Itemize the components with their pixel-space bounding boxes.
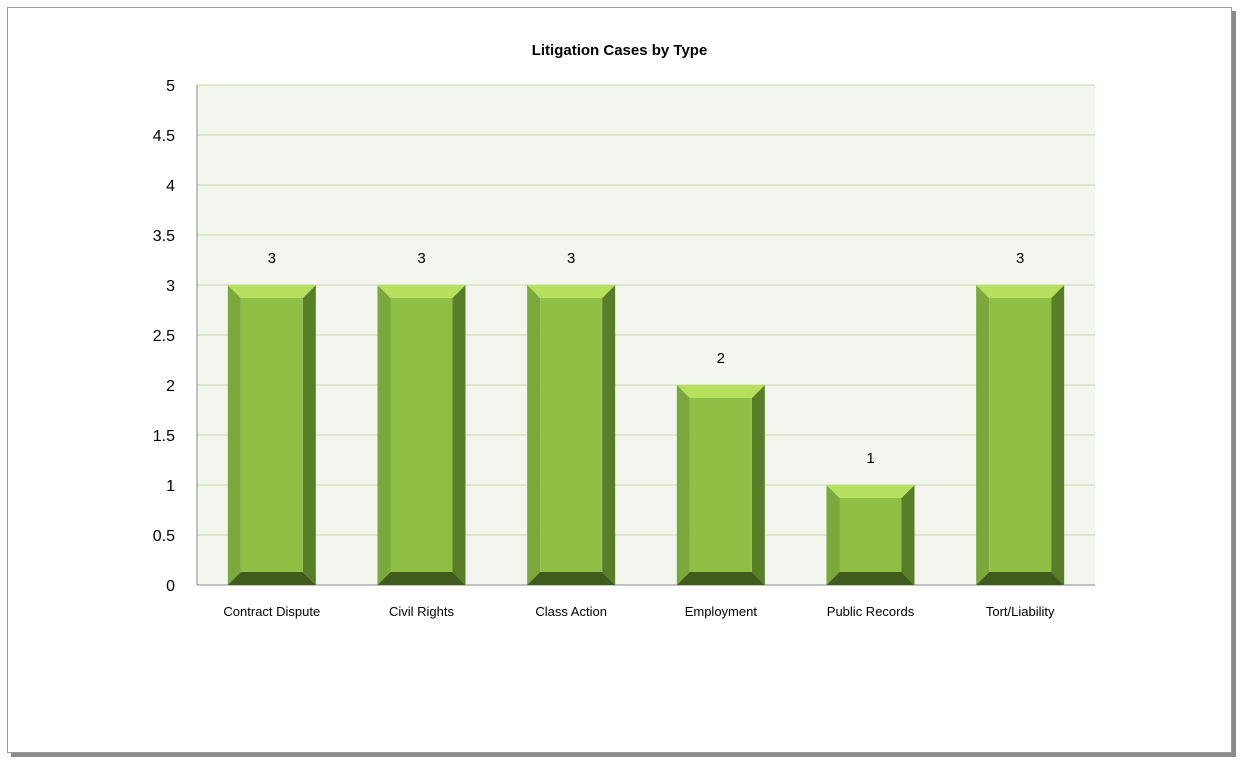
bar-bevel-bottom bbox=[826, 572, 915, 585]
bar-bevel-right bbox=[901, 485, 915, 585]
bar-bevel-bottom bbox=[976, 572, 1065, 585]
bar-bevel-bottom bbox=[676, 572, 765, 585]
chart-frame: Litigation Cases by Type 0 0.5 1 1.5 2 2.5 3 3.… bbox=[7, 7, 1232, 753]
bar bbox=[989, 298, 1052, 572]
data-label: 2 bbox=[717, 350, 725, 367]
bar-bevel-right bbox=[1051, 285, 1065, 585]
data-label: 3 bbox=[1016, 250, 1024, 267]
bar-bevel-right bbox=[602, 285, 616, 585]
y-tick-label: 3 bbox=[166, 278, 175, 295]
y-tick-label: 0.5 bbox=[153, 528, 175, 545]
bar-bevel-left bbox=[377, 285, 391, 585]
x-tick-label: Tort/Liability bbox=[986, 604, 1055, 619]
bar-bevel-top bbox=[976, 285, 1065, 298]
bar-bevel-right bbox=[452, 285, 466, 585]
bar-bevel-left bbox=[826, 485, 840, 585]
bar-bevel-bottom bbox=[377, 572, 466, 585]
bar-bevel-right bbox=[751, 385, 765, 585]
x-tick-label: Contract Dispute bbox=[223, 604, 320, 619]
x-tick-label: Class Action bbox=[535, 604, 607, 619]
y-tick-label: 4.5 bbox=[153, 128, 175, 145]
bar bbox=[540, 298, 603, 572]
bar-bevel-right bbox=[302, 285, 316, 585]
y-tick-label: 1.5 bbox=[153, 428, 175, 445]
bar-bevel-left bbox=[676, 385, 690, 585]
bar-bevel-top bbox=[676, 385, 765, 398]
bar-bevel-left bbox=[227, 285, 241, 585]
y-tick-label: 5 bbox=[166, 78, 175, 95]
chart-title: Litigation Cases by Type bbox=[531, 42, 708, 59]
x-tick-label: Public Records bbox=[827, 604, 915, 619]
bar bbox=[689, 398, 752, 572]
x-tick-label: Civil Rights bbox=[389, 604, 455, 619]
data-label: 1 bbox=[866, 450, 874, 467]
x-tick-label: Employment bbox=[685, 604, 758, 619]
y-tick-label: 3.5 bbox=[153, 228, 175, 245]
bar-bevel-top bbox=[826, 485, 915, 498]
bar-bevel-top bbox=[527, 285, 616, 298]
data-label: 3 bbox=[567, 250, 575, 267]
bar-bevel-top bbox=[227, 285, 316, 298]
y-tick-label: 2 bbox=[166, 378, 175, 395]
data-label: 3 bbox=[268, 250, 276, 267]
bar-bevel-top bbox=[377, 285, 466, 298]
bar-bevel-bottom bbox=[527, 572, 616, 585]
bar-bevel-bottom bbox=[227, 572, 316, 585]
y-tick-label: 1 bbox=[166, 478, 175, 495]
y-tick-label: 2.5 bbox=[153, 328, 175, 345]
data-label: 3 bbox=[417, 250, 425, 267]
bar-chart: 0 0.5 1 1.5 2 2.5 3 3.5 4 4.5 5 3 Contract Dispute 3 C… bbox=[153, 78, 1095, 619]
bar bbox=[390, 298, 453, 572]
bar bbox=[240, 298, 303, 572]
y-tick-label: 4 bbox=[166, 178, 175, 195]
bar-bevel-left bbox=[527, 285, 541, 585]
y-tick-label: 0 bbox=[166, 578, 175, 595]
bar-bevel-left bbox=[976, 285, 990, 585]
bar bbox=[839, 498, 902, 572]
